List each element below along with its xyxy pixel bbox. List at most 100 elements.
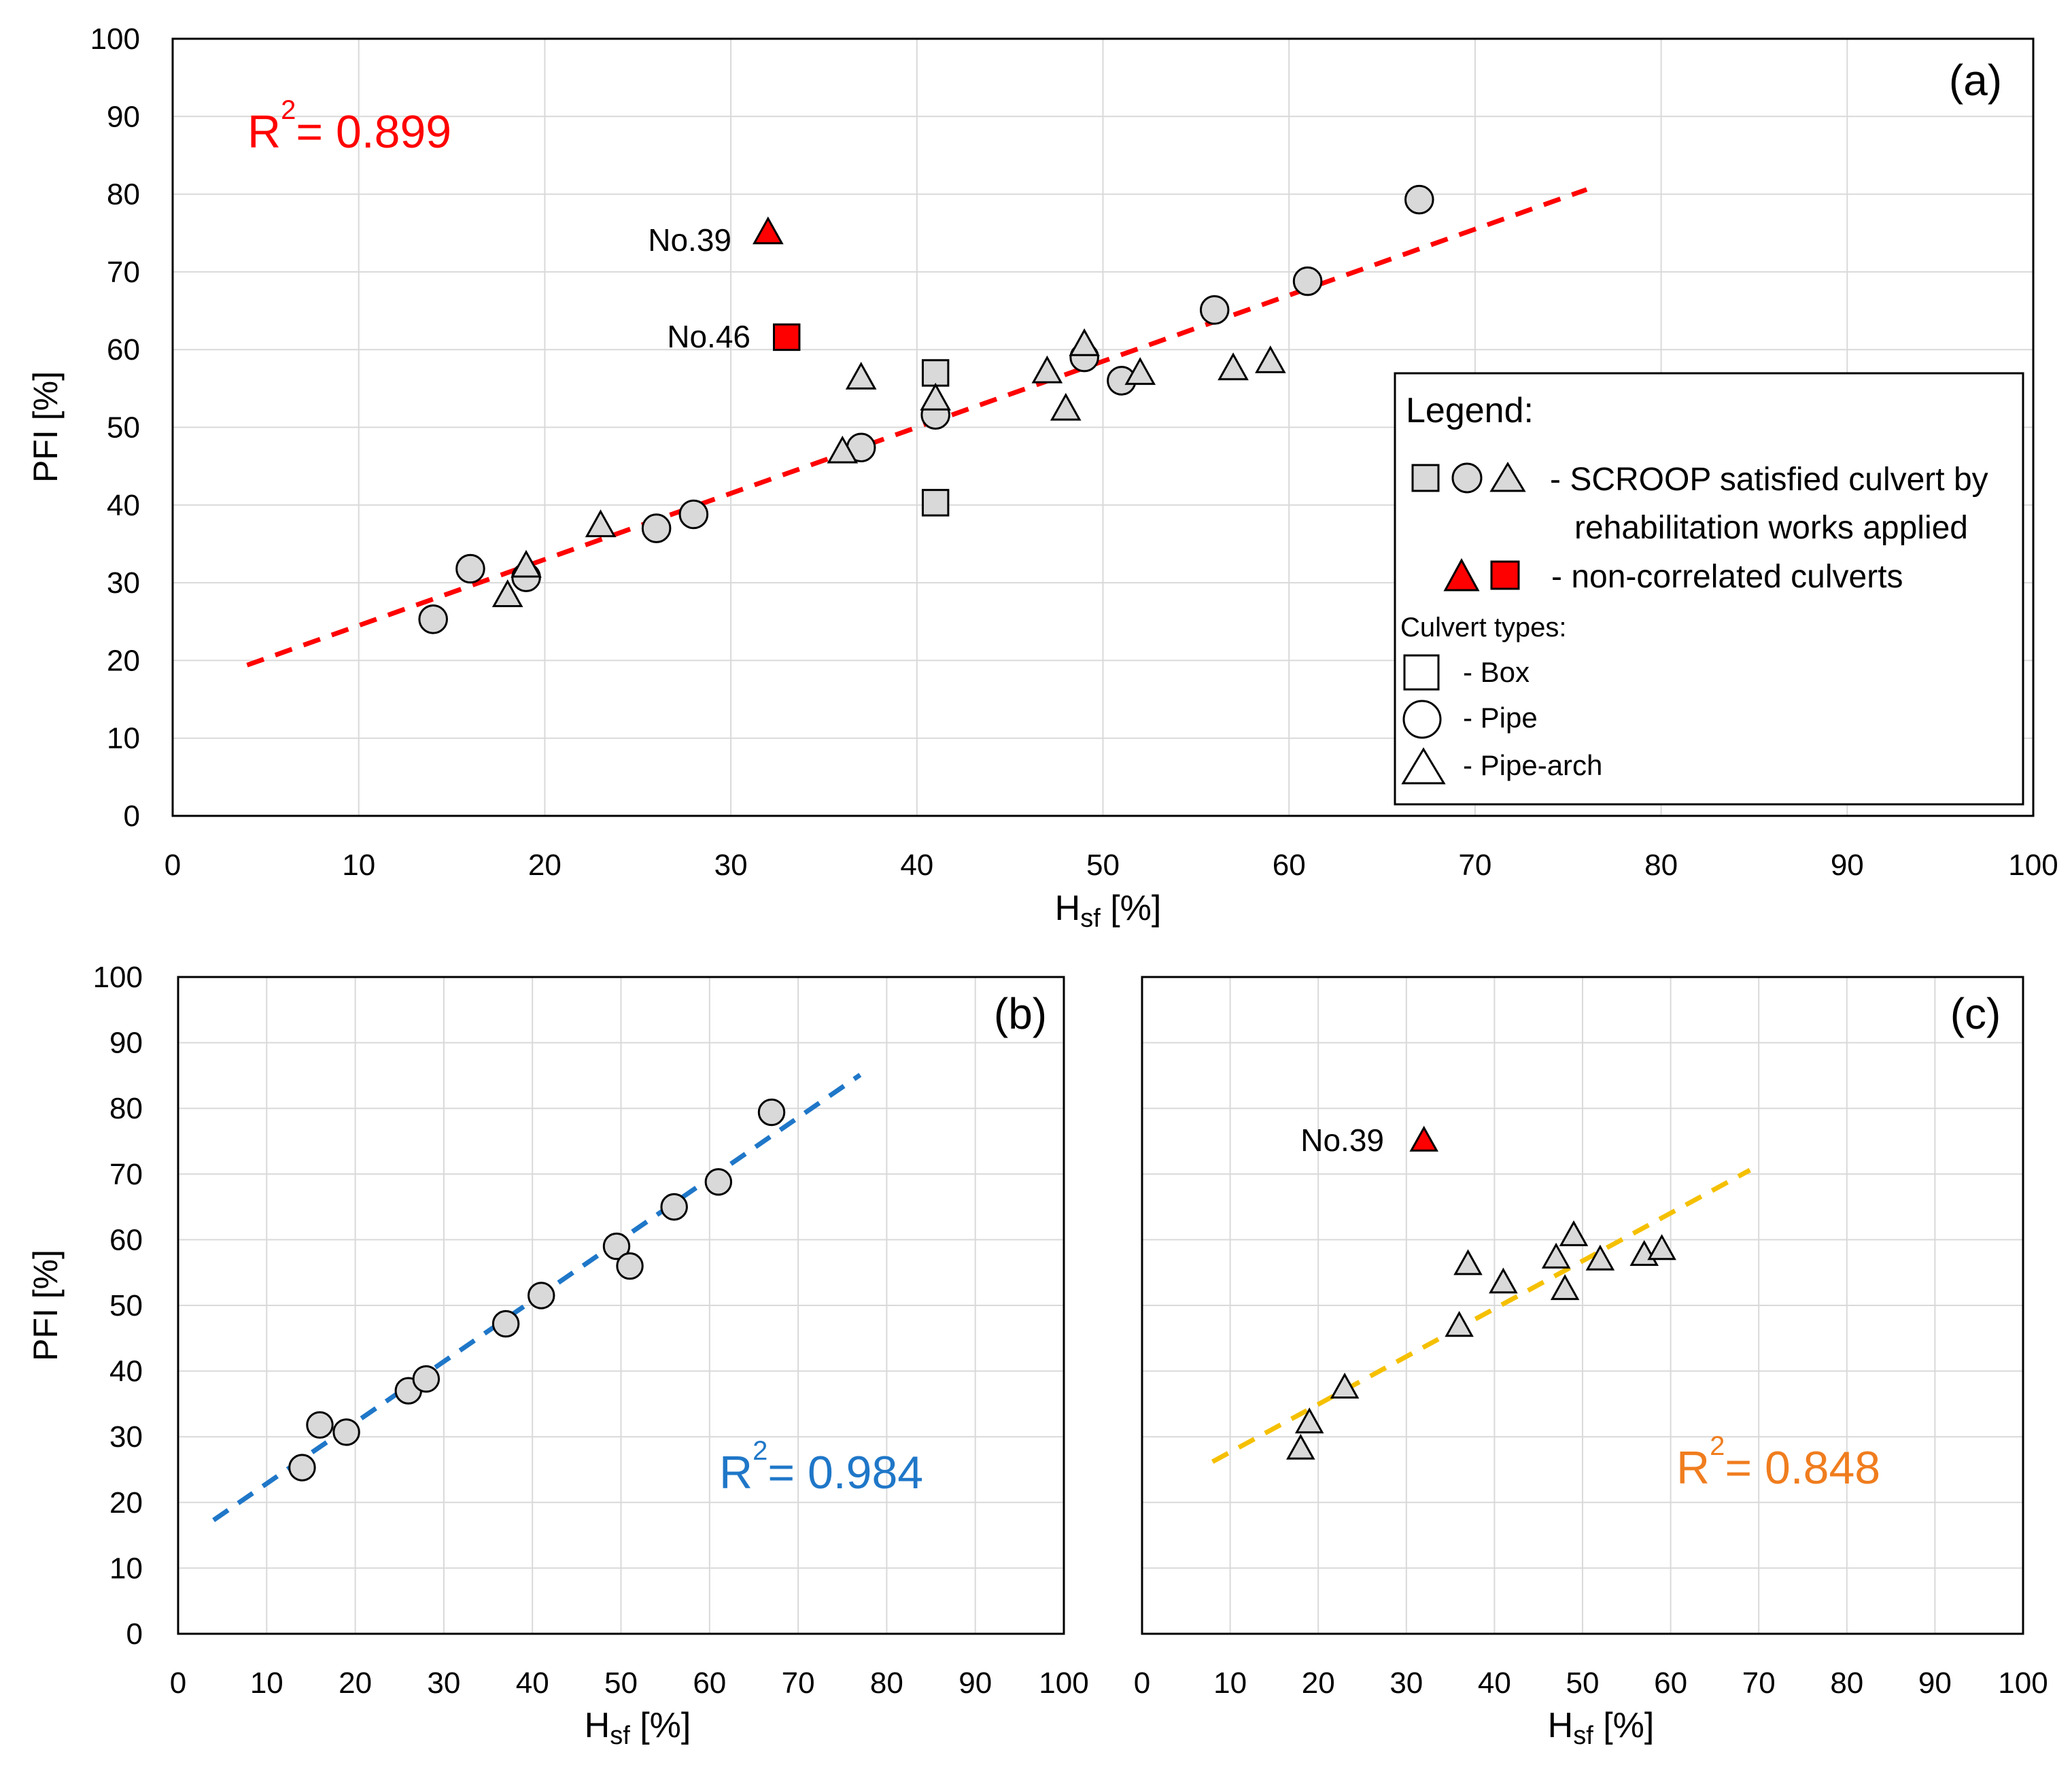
y-tick-label: 40 [107,489,140,522]
pipe-arch-point [1330,1372,1360,1399]
y-tick-label: 40 [109,1355,143,1388]
x-tick-label: 40 [516,1666,549,1700]
panel-a-label: (a) [1949,56,2002,105]
panel-a-frame [171,37,2035,817]
pipe-arch-point [1550,1274,1580,1301]
legend-line2: rehabilitation works applied [1574,510,1968,546]
x-tick-label: 100 [1998,1666,2048,1700]
x-tick-label: 60 [693,1666,726,1700]
pipe-arch-point [845,362,877,390]
x-tick-label: 70 [1458,849,1491,882]
panel-a-r2-value: = 0.899 [296,106,451,158]
panel-c-x-ticks: 0 10 20 30 40 50 60 70 80 90 100 [1134,1666,2048,1700]
non-correlated-point [1409,1125,1438,1152]
non-correlated-point [772,323,801,352]
pipe-point [660,1193,688,1221]
y-tick-label: 50 [107,411,140,445]
panel-c-xlabel-sub: sf [1573,1721,1593,1750]
pipe-arch-point [1069,328,1100,356]
panel-b-y-ticks: 0 10 20 30 40 50 60 70 80 90 100 [93,961,143,1651]
panel-b-xlabel-main: H [585,1706,610,1745]
y-tick-label: 10 [107,722,140,755]
pipe-arch-point [1124,357,1156,385]
panel-a: 0 10 20 30 40 50 60 70 80 90 100 0 10 20 30 40 50 60 70 80… [27,22,2058,933]
x-tick-label: 70 [782,1666,815,1700]
y-tick-label: 70 [107,256,140,289]
x-tick-label: 70 [1742,1666,1776,1700]
y-tick-label: 60 [109,1223,143,1256]
y-tick-label: 20 [109,1486,143,1520]
panel-b-r2-value: = 0.984 [767,1447,923,1498]
legend-red-triangle-icon [1443,558,1480,592]
pipe-arch-point [1031,355,1063,383]
panel-a-xlabel-sub: sf [1080,904,1101,933]
x-tick-label: 0 [170,1666,186,1700]
pipe-arch-point [511,549,542,578]
y-tick-label: 100 [93,961,143,994]
x-tick-label: 80 [1644,849,1678,882]
y-tick-label: 0 [124,800,140,833]
panel-c-grid [1142,977,2023,1634]
pipe-arch-point [1286,1433,1315,1460]
panel-c: 0 10 20 30 40 50 60 70 80 90 100 (c) R2= 0.848 No.… [1134,976,2048,1750]
panel-c-no39-label: No.39 [1300,1123,1384,1158]
pipe-arch-point [1489,1267,1518,1294]
x-tick-label: 10 [250,1666,283,1700]
y-tick-label: 50 [109,1289,143,1322]
legend: Legend: - SCROOP satisfied culvert by re… [1394,372,2024,806]
pipe-arch-point [1585,1244,1615,1271]
pipe-point [757,1098,786,1127]
pipe-point [1404,184,1434,215]
panel-b-label: (b) [994,989,1047,1038]
non-correlated-point [753,216,784,245]
panel-b-ylabel: PFI [%] [27,1250,65,1361]
pipe-arch-point [1445,1311,1474,1337]
pipe-arch-point [827,435,859,464]
panel-b-points [288,1098,786,1481]
x-tick-label: 50 [1566,1666,1600,1700]
y-tick-label: 80 [109,1092,143,1125]
panel-c-label: (c) [1950,989,2001,1038]
panel-b-xlabel-unit: [%] [630,1706,691,1745]
legend-types-title: Culvert types: [1400,613,1567,642]
legend-triangle-icon [1489,462,1526,492]
x-tick-label: 20 [1302,1666,1335,1700]
x-tick-label: 30 [714,849,748,882]
panel-a-xlabel-unit: [%] [1101,889,1162,928]
x-tick-label: 20 [528,849,562,882]
legend-pipearch-type: - Pipe-arch [1463,749,1602,781]
pipe-point [1199,295,1230,325]
panel-c-r2: R2= 0.848 [1676,1431,1880,1494]
x-tick-label: 10 [1213,1666,1247,1700]
pipe-point [306,1411,334,1439]
x-tick-label: 20 [339,1666,372,1700]
panel-a-y-ticks: 0 10 20 30 40 50 60 70 80 90 100 [90,22,140,833]
x-tick-label: 60 [1273,849,1306,882]
panel-a-xlabel-main: H [1055,889,1081,928]
y-tick-label: 30 [109,1420,143,1454]
x-tick-label: 50 [604,1666,638,1700]
pipe-arch-point [1050,392,1082,421]
pipe-point [332,1418,360,1446]
panel-a-r2-sup: 2 [281,95,296,125]
panel-b-r2-base: R [719,1447,753,1498]
pipe-point [418,604,448,634]
pipe-point [704,1168,733,1196]
legend-pipe-type: - Pipe [1463,702,1538,734]
y-tick-label: 90 [109,1027,143,1060]
panel-c-frame [1141,976,2024,1635]
panel-c-r2-base: R [1676,1442,1710,1494]
legend-pipearch-type-icon [1401,747,1446,785]
box-point [921,359,950,387]
panel-a-ylabel: PFI [%] [27,371,65,483]
x-tick-label: 80 [870,1666,903,1700]
panel-c-trendline [1211,1167,1751,1464]
panel-c-r2-value: = 0.848 [1725,1442,1880,1494]
pipe-arch-point [585,509,617,538]
panel-a-no39-label: No.39 [648,222,731,258]
panel-a-points [418,184,1434,634]
legend-line1: - SCROOP satisfied culvert by [1550,462,1988,498]
pipe-point [1292,266,1323,296]
y-tick-label: 60 [107,333,140,366]
pipe-point [288,1454,316,1481]
